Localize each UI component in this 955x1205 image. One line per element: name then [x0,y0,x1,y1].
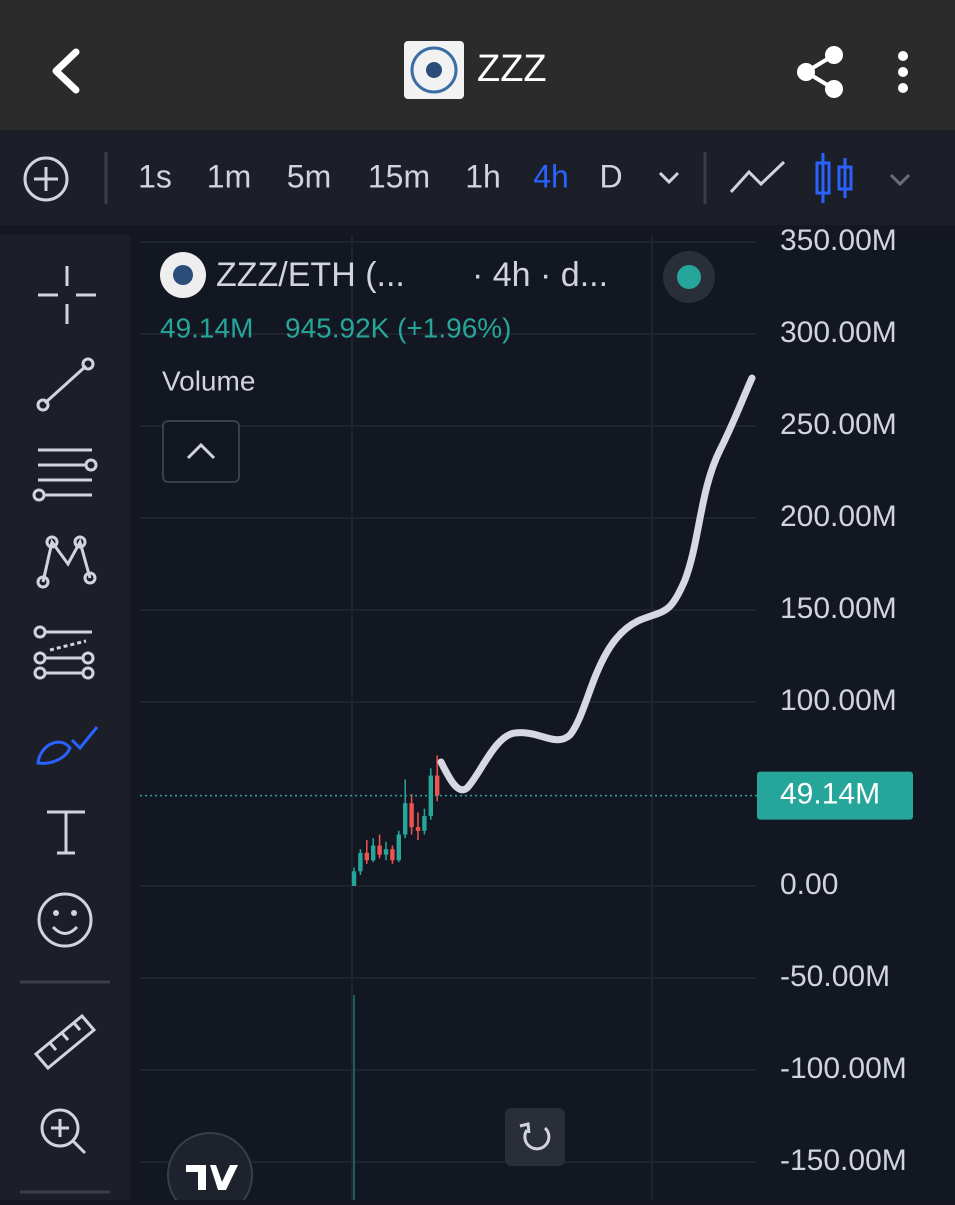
y-tick-label: -150.00M [780,1144,907,1177]
timeframe-bar [0,130,955,225]
top-bar [0,0,955,130]
indicator-name: Volume [162,365,255,396]
last-price-label: 49.14M [780,778,880,811]
zoom-tool[interactable] [40,1108,87,1155]
trend-line-tool[interactable] [36,357,95,412]
candle-body [371,845,376,861]
emoji-tool[interactable] [37,892,93,948]
candle-body [390,849,395,861]
reset-button[interactable] [505,1108,565,1166]
candle-body [396,834,401,861]
pattern-tool[interactable] [36,535,97,589]
header-title: ZZZ [477,48,547,90]
drawing-toolbar [0,235,130,1200]
candle-body [435,775,440,796]
candle-body [358,852,363,872]
candle-body [383,849,389,855]
legend-change: 945.92K (+1.96%) [285,312,512,343]
timeframe-option[interactable]: 4h [533,158,569,194]
ruler-tool[interactable] [33,1013,97,1071]
y-tick-label: 200.00M [780,500,897,533]
freehand-drawing [437,374,756,794]
token-logo [404,41,464,99]
timeframe-option[interactable]: 1s [138,158,172,194]
legend-interval: · 4h · d... [472,256,608,294]
crosshair-tool[interactable] [38,266,96,324]
prediction-tool[interactable] [33,625,95,680]
candle-body [377,845,382,855]
chart-type-dropdown[interactable] [889,173,911,187]
collapse-icon [186,442,216,460]
candle-chart-button[interactable] [815,153,853,203]
back-button[interactable] [52,48,80,94]
y-tick-label: 250.00M [780,408,897,441]
tradingview-logo[interactable] [167,1132,253,1205]
fib-tool[interactable] [32,448,98,502]
last-price-box [757,771,913,820]
collapse-button[interactable] [162,420,240,483]
y-tick-label: 150.00M [780,592,897,625]
legend-symbol: ZZZ/ETH (... [216,256,405,294]
timeframe-option[interactable]: 1h [465,158,501,194]
brush-tool[interactable] [36,726,99,765]
candle-body [403,803,408,835]
y-tick-label: 300.00M [780,316,897,349]
add-button[interactable] [23,156,69,202]
timeframe-option[interactable]: 5m [287,158,331,194]
timeframe-dropdown[interactable] [658,171,680,185]
legend-logo-mark [173,265,193,285]
timeframe-option[interactable]: D [599,158,622,194]
y-tick-label: 350.00M [780,224,897,257]
y-tick-label: 100.00M [780,684,897,717]
y-tick-label: -100.00M [780,1052,907,1085]
legend-last: 49.14M [160,312,253,343]
timeframe-option[interactable]: 15m [368,158,430,194]
share-button[interactable] [797,46,843,98]
chart-pane [140,235,955,1200]
candle-body [409,803,414,828]
candle-body [422,816,427,831]
candle-body [351,871,357,886]
line-chart-button[interactable] [729,160,786,194]
last-price-badge: 49.14M [757,771,913,820]
legend: ZZZ/ETH (... · 4h · d... 49.14M 945.92K … [160,251,715,483]
y-tick-label: -50.00M [780,960,890,993]
market-status [677,265,701,289]
more-button[interactable] [898,51,908,93]
candle-body [364,852,369,861]
candle-body [415,827,421,831]
timeframe-option[interactable]: 1m [207,158,251,194]
text-tool[interactable] [47,810,85,855]
y-tick-label: 0.00 [780,868,838,901]
